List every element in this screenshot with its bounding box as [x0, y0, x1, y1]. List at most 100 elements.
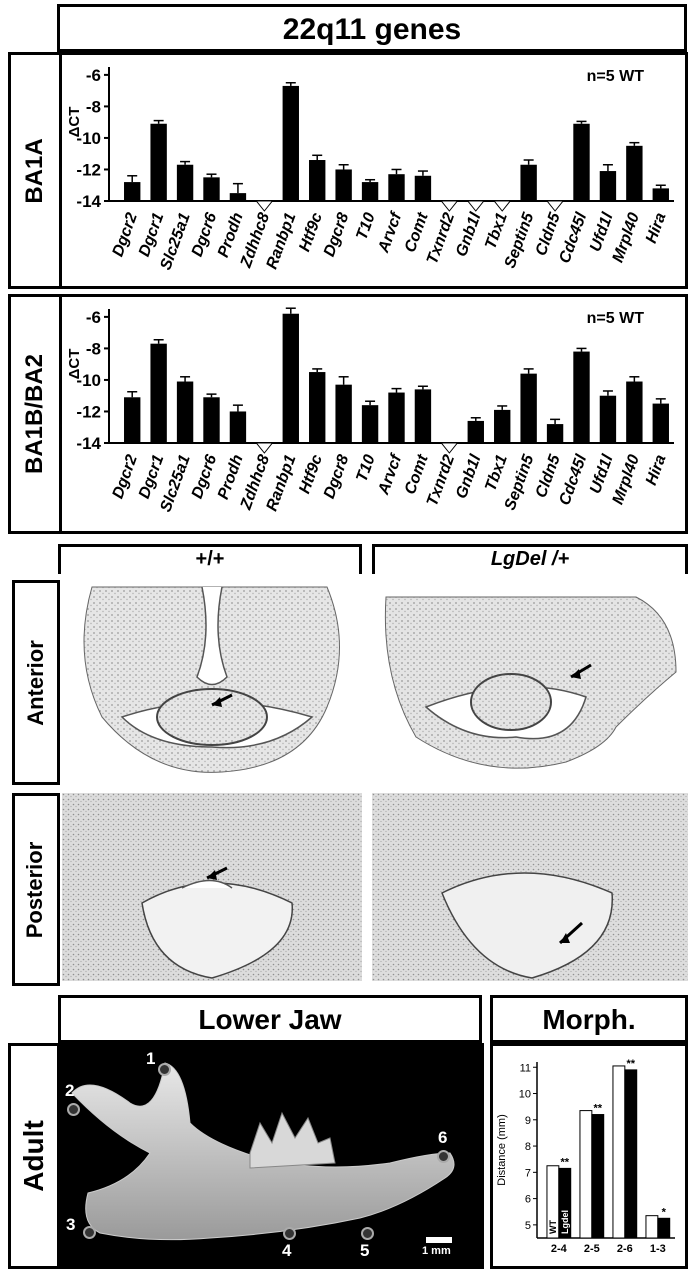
morph-y-tick-label: 8: [525, 1141, 531, 1153]
bar: [599, 395, 617, 443]
genotype-lgdel-label: LgDel /+: [490, 548, 570, 570]
bar: [176, 381, 194, 443]
chart-box-ba1a: BA1A -6 -8 -10 -12 -14 ΔCT n=5 WT Dgcr2 Dgcr1 Slc…: [8, 52, 688, 289]
morph-title-box: Morph.: [490, 995, 688, 1043]
landmark-1: [158, 1063, 171, 1076]
y-axis-label: ΔCT: [66, 107, 83, 138]
series-label-wt: WT: [548, 1220, 558, 1234]
landmark-6: [437, 1150, 450, 1163]
genotype-header-wt: [58, 544, 362, 574]
y-tick-label: -12: [76, 402, 101, 421]
landmark-2: [67, 1103, 80, 1116]
jaw-title: Lower Jaw: [198, 1004, 342, 1035]
morph-category-label: 2-4: [551, 1243, 568, 1255]
landmark-5: [361, 1227, 374, 1240]
morph-y-tick-label: 10: [519, 1089, 531, 1101]
undetected-marker: [493, 200, 512, 212]
significance-mark: **: [626, 1058, 635, 1070]
bar: [388, 392, 405, 443]
adult-label: Adult: [18, 1120, 49, 1192]
morph-bar: [657, 1217, 671, 1239]
jaw-photo: 1 2 3 4 5 6 1 mm: [60, 1043, 484, 1269]
posterior-label-box: [12, 793, 60, 986]
histology-wt-posterior: [62, 793, 362, 981]
genotype-header-lgdel: [372, 544, 688, 574]
bar: [203, 397, 220, 443]
bar: [546, 424, 564, 443]
histology-wt-anterior-image: [83, 586, 340, 773]
category-label: Tbx1: [482, 210, 511, 251]
posterior-label: Posterior: [22, 841, 47, 939]
landmark-label-4: 4: [282, 1241, 292, 1260]
category-label: Dgcr8: [321, 210, 353, 259]
histology-lgdel-anterior-image: [384, 596, 677, 769]
jaw-photo-image: [71, 1062, 455, 1241]
sample-note: n=5 WT: [587, 310, 645, 327]
significance-mark: **: [560, 1156, 569, 1168]
anterior-label: Anterior: [23, 640, 48, 726]
ba1b-label-cell: [11, 297, 62, 531]
morph-category-label: 2-5: [584, 1243, 600, 1255]
histology-wt-posterior-image: [62, 793, 362, 981]
bar: [652, 188, 669, 201]
jaw-title-box: Lower Jaw: [58, 995, 482, 1043]
significance-mark: *: [662, 1206, 667, 1218]
bar: [335, 384, 352, 443]
category-label: Htf9c: [296, 210, 326, 254]
y-tick-label: -12: [76, 160, 101, 179]
bar: [599, 171, 617, 201]
y-tick-label: -6: [86, 66, 101, 85]
bar: [626, 145, 643, 201]
y-tick-label: -6: [86, 308, 101, 327]
anterior-label-box: [12, 580, 60, 785]
category-label: Gnb1l: [453, 210, 485, 259]
undetected-marker: [440, 442, 459, 454]
undetected-marker: [255, 442, 274, 454]
bar: [309, 372, 326, 443]
chart3-svg: 5 6 7 8 9 10 11 Distance (mm) ** 2-4 ** 2-5 ** 2-6 * 1-…: [496, 1058, 675, 1255]
bar: [520, 164, 537, 201]
bar: [229, 411, 247, 443]
bar: [626, 381, 643, 443]
bar: [652, 403, 669, 443]
histology-wt-anterior: [62, 577, 362, 777]
category-label: Comt: [402, 452, 432, 497]
bar: [282, 85, 299, 201]
adult-label-box: [8, 1043, 60, 1269]
bar: [150, 123, 167, 201]
chart2-panel-label: BA1B/BA2: [21, 353, 48, 475]
bar: [203, 177, 220, 201]
category-label: Hira: [643, 452, 670, 487]
category-label: Ufd1l: [587, 452, 617, 496]
bar: [467, 420, 484, 443]
morph-y-tick-label: 7: [525, 1167, 531, 1179]
morph-bar: [624, 1069, 638, 1239]
morph-bar: [558, 1167, 572, 1239]
morph-y-axis-label: Distance (mm): [496, 1114, 508, 1186]
sample-note: n=5 WT: [587, 68, 645, 85]
morph-bar: [612, 1065, 626, 1239]
undetected-marker: [546, 200, 565, 212]
histology-lgdel-posterior: [372, 793, 688, 981]
morph-category-label: 2-6: [617, 1243, 633, 1255]
y-tick-label: -10: [76, 129, 101, 148]
morph-y-tick-label: 5: [525, 1220, 531, 1232]
histology-lgdel-posterior-image: [372, 793, 688, 981]
y-tick-label: -8: [86, 97, 101, 116]
undetected-marker: [255, 200, 274, 212]
genotype-wt-label: +/+: [195, 548, 225, 570]
undetected-marker: [440, 200, 459, 212]
y-tick-label: -14: [76, 192, 101, 211]
bar: [414, 175, 432, 201]
bar: [150, 343, 167, 443]
bar: [494, 409, 511, 443]
landmark-label-3: 3: [66, 1215, 76, 1234]
category-label: Dgcr8: [321, 452, 353, 501]
bar: [388, 174, 405, 201]
bar: [124, 182, 141, 201]
category-label: T10: [353, 210, 378, 242]
scale-bar-label: 1 mm: [422, 1245, 451, 1257]
morph-bar: [579, 1110, 593, 1239]
